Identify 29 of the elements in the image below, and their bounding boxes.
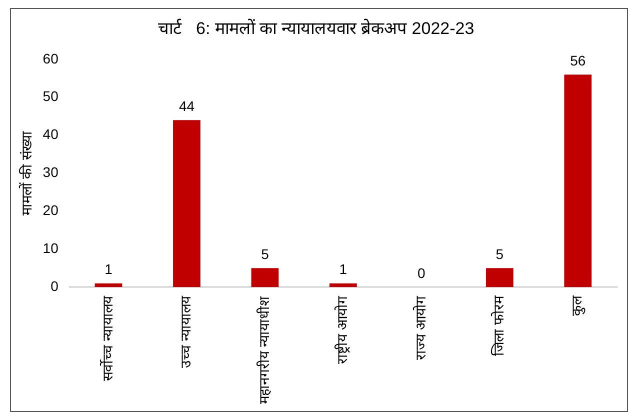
data-label: 5 xyxy=(496,246,504,262)
y-tick-label: 30 xyxy=(42,164,59,180)
data-label: 0 xyxy=(418,264,426,281)
bar xyxy=(251,268,279,288)
bar xyxy=(329,283,357,288)
y-tick-label: 60 xyxy=(42,50,59,66)
data-label: 5 xyxy=(261,246,270,262)
x-tick-label: कुल xyxy=(568,295,586,316)
y-tick-label: 20 xyxy=(42,202,59,218)
data-label: 1 xyxy=(104,261,113,278)
bar xyxy=(94,283,122,288)
x-tick-label: राज्य आयोग xyxy=(412,295,428,360)
x-tick-label: महानगरीय न्यायाधीश xyxy=(256,296,272,404)
bar xyxy=(486,268,514,288)
bar xyxy=(564,74,592,288)
y-axis-title: मामलों की संख्या xyxy=(18,130,34,216)
y-tick-label: 10 xyxy=(42,240,59,256)
data-label: 1 xyxy=(339,261,348,278)
x-tick-label: जिला फोरम xyxy=(490,295,507,356)
data-label: 44 xyxy=(178,98,195,114)
x-tick-label: उच्च न्यायालय xyxy=(178,295,194,368)
data-label: 56 xyxy=(570,52,586,68)
chart-title: चार्ट 6: मामलों का न्यायालयवार ब्रेकअप 2022-23 xyxy=(158,18,474,38)
bar xyxy=(173,120,200,288)
y-tick-label: 50 xyxy=(42,88,59,104)
y-tick-label: 40 xyxy=(42,126,59,142)
x-tick-label: राष्ट्रीय आयोग xyxy=(334,295,350,364)
y-tick-label: 0 xyxy=(50,278,59,294)
x-tick-label: सर्वोच्च न्यायालय xyxy=(99,295,116,381)
